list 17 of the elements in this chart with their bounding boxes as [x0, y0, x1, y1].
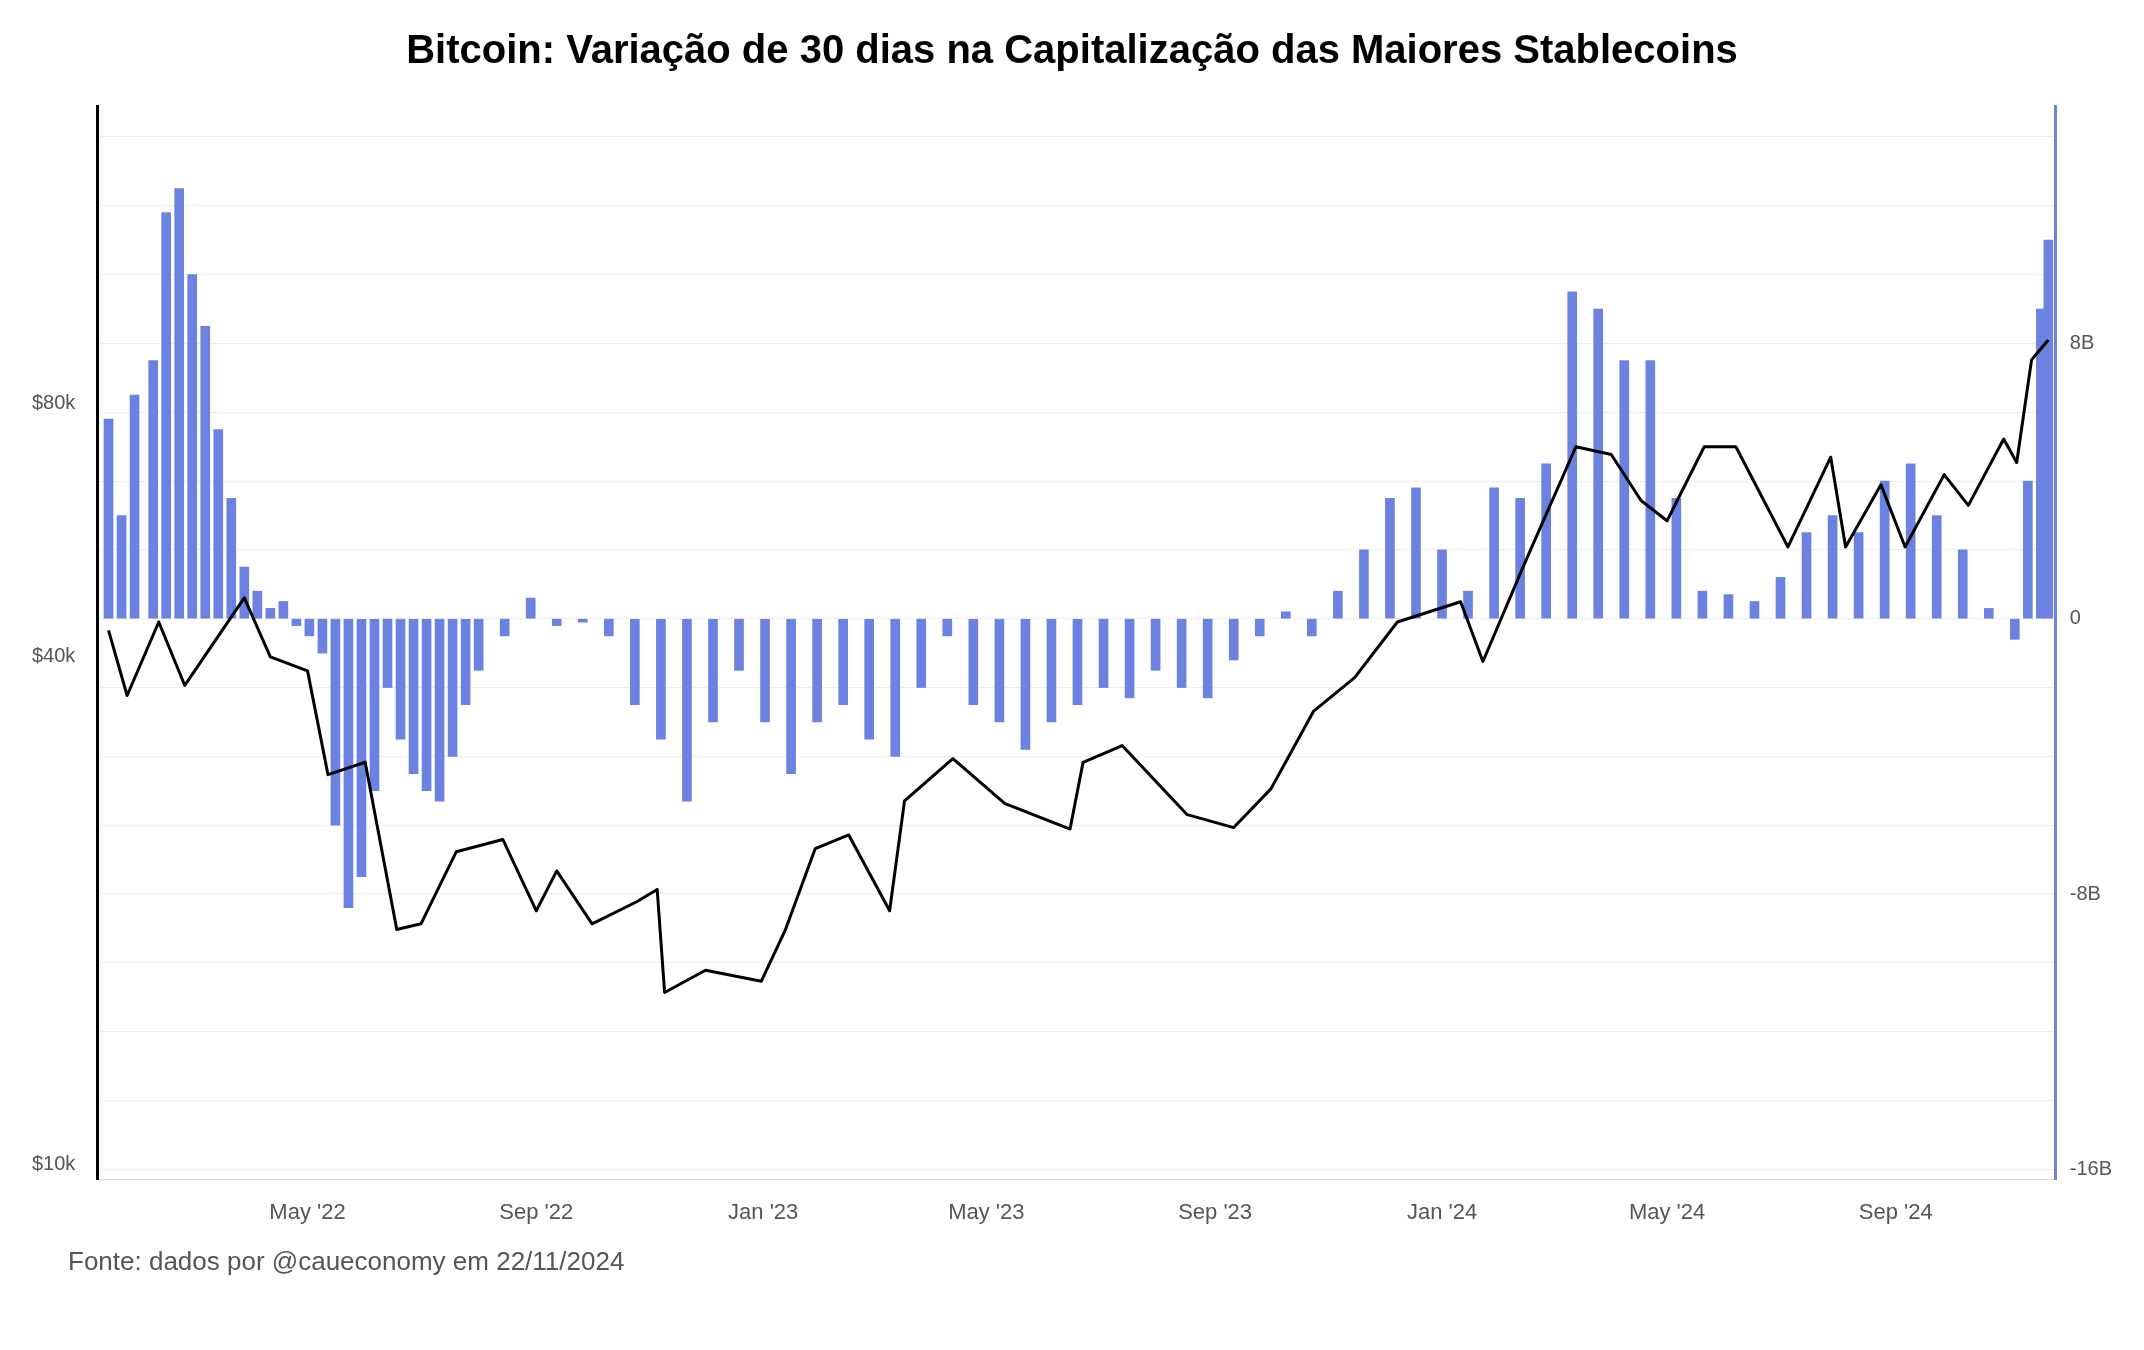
- x-tick-label: Sep '23: [1178, 1198, 1253, 1224]
- x-tick-label: May '22: [269, 1198, 346, 1224]
- chart-title: Bitcoin: Variação de 30 dias na Capitalização das Maiores Stablecoins: [406, 27, 1738, 72]
- y2-tick-label: 8B: [2069, 330, 2095, 353]
- y-tick-label: $80k: [31, 390, 77, 413]
- x-tick-label: May '23: [948, 1198, 1025, 1224]
- x-tick-label: Sep '24: [1858, 1198, 1933, 1224]
- y-tick-label: $10k: [31, 1152, 77, 1175]
- source-note: Fonte: dados por @caueconomy em 22/11/2024: [68, 1246, 626, 1277]
- y2-tick-label: -16B: [2069, 1156, 2112, 1179]
- x-tick-label: Jan '24: [1406, 1198, 1478, 1224]
- y2-tick-label: 0: [2069, 606, 2081, 629]
- x-tick-label: Jan '23: [728, 1198, 799, 1224]
- x-tick-label: May '24: [1628, 1198, 1706, 1224]
- x-tick-label: Sep '22: [499, 1198, 574, 1224]
- y2-tick-label: -8B: [2069, 881, 2101, 904]
- y-tick-label: $40k: [31, 644, 77, 667]
